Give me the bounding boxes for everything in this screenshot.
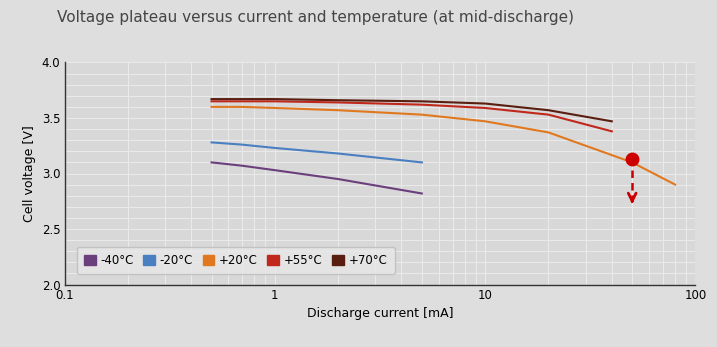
+70°C [544,108,553,112]
+70°C [270,97,279,101]
+70°C [334,98,343,102]
+55°C [481,106,490,110]
+20°C [628,160,637,164]
Line: +20°C: +20°C [212,107,675,185]
Y-axis label: Cell voltage [V]: Cell voltage [V] [23,125,36,222]
+20°C [334,108,343,112]
+55°C [270,99,279,103]
-20°C [207,140,216,144]
+20°C [207,105,216,109]
+70°C [207,97,216,101]
-40°C [417,192,426,196]
Line: -40°C: -40°C [212,162,422,194]
+55°C [417,103,426,107]
-20°C [417,160,426,164]
-20°C [334,151,343,155]
-40°C [270,168,279,172]
+55°C [238,99,247,103]
+70°C [238,97,247,101]
+20°C [270,106,279,110]
+55°C [544,112,553,117]
+55°C [607,129,616,133]
-20°C [270,146,279,150]
+70°C [607,119,616,124]
Line: +70°C: +70°C [212,99,612,121]
-40°C [207,160,216,164]
+55°C [207,99,216,103]
+20°C [671,183,680,187]
+70°C [481,101,490,105]
+70°C [417,99,426,103]
Line: +55°C: +55°C [212,101,612,131]
Legend: -40°C, -20°C, +20°C, +55°C, +70°C: -40°C, -20°C, +20°C, +55°C, +70°C [77,247,394,274]
Text: Voltage plateau versus current and temperature (at mid-discharge): Voltage plateau versus current and tempe… [57,10,574,25]
+20°C [481,119,490,124]
-40°C [238,164,247,168]
+20°C [238,105,247,109]
+55°C [334,100,343,104]
+20°C [544,130,553,135]
Line: -20°C: -20°C [212,142,422,162]
-20°C [238,143,247,147]
+20°C [417,112,426,117]
X-axis label: Discharge current [mA]: Discharge current [mA] [307,307,453,320]
-40°C [334,177,343,181]
